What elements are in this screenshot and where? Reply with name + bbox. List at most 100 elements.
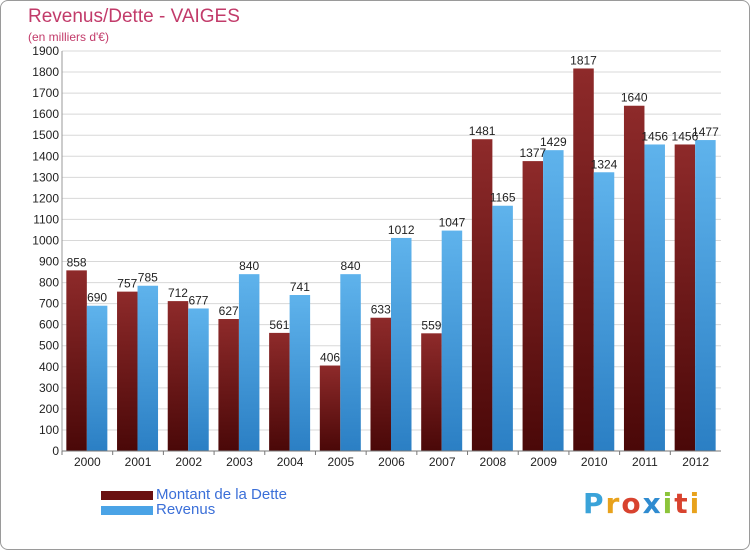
logo-letter: x	[642, 487, 663, 520]
y-tick-label: 1200	[32, 191, 59, 205]
y-tick-label: 200	[39, 402, 59, 416]
data-label-revenus: 840	[239, 259, 259, 273]
data-label-revenus: 1012	[388, 223, 415, 237]
bars-layer	[66, 68, 716, 452]
legend-label-dette: Montant de la Dette	[156, 486, 287, 503]
bar-revenus	[441, 230, 463, 451]
axis-layer: 0 100 200 300 400 500 600 700 800 900 1000 1100 1200…	[32, 44, 721, 469]
bar-dette	[623, 105, 645, 451]
chart-subtitle: (en milliers d'€)	[28, 30, 109, 44]
bar-revenus	[137, 285, 159, 451]
y-tick-label: 0	[52, 444, 59, 458]
y-tick-label: 1000	[32, 233, 59, 247]
data-label-revenus: 1456	[641, 129, 668, 143]
bar-dette	[218, 319, 239, 451]
bar-dette	[471, 139, 493, 452]
data-label-dette: 858	[67, 255, 87, 269]
data-label-revenus: 1429	[540, 135, 567, 149]
data-label-dette: 1456	[672, 129, 699, 143]
data-label-dette: 1817	[570, 53, 597, 67]
data-label-dette: 627	[219, 304, 239, 318]
data-label-dette: 712	[168, 286, 188, 300]
data-label-revenus: 741	[290, 280, 310, 294]
data-label-revenus: 1324	[591, 157, 618, 171]
y-tick-label: 1600	[32, 107, 59, 121]
data-label-dette: 406	[320, 351, 340, 365]
data-label-revenus: 785	[138, 271, 158, 285]
x-tick-label: 2005	[327, 455, 354, 469]
data-label-dette: 1377	[519, 146, 546, 160]
bar-revenus	[593, 172, 615, 451]
y-tick-label: 500	[39, 339, 59, 353]
bar-revenus	[86, 305, 108, 451]
x-tick-label: 2006	[378, 455, 405, 469]
x-tick-label: 2002	[175, 455, 202, 469]
logo-letter: P	[583, 487, 606, 520]
y-tick-label: 1300	[32, 170, 59, 184]
bar-dette	[66, 270, 87, 451]
y-tick-label: 1800	[32, 65, 59, 79]
legend-swatch-revenus	[101, 506, 153, 515]
bar-dette	[573, 68, 594, 451]
x-tick-label: 2007	[429, 455, 456, 469]
data-label-revenus: 840	[341, 259, 361, 273]
x-tick-label: 2003	[226, 455, 253, 469]
data-label-dette: 1481	[469, 124, 496, 138]
data-label-revenus: 1047	[439, 216, 466, 230]
bar-dette	[167, 301, 189, 451]
x-tick-label: 2001	[125, 455, 152, 469]
data-label-revenus: 1165	[490, 191, 516, 205]
logo-letter: i	[662, 487, 675, 520]
logo-letter: o	[621, 487, 643, 520]
x-tick-label: 2010	[581, 455, 608, 469]
data-label-dette: 1640	[621, 91, 648, 105]
bar-revenus	[391, 237, 412, 451]
bar-dette	[319, 365, 341, 451]
y-tick-label: 900	[39, 255, 59, 269]
bar-dette	[370, 317, 391, 451]
y-tick-label: 1100	[33, 212, 59, 226]
legend-swatch-dette	[101, 491, 153, 500]
bar-revenus	[340, 274, 361, 451]
y-tick-label: 800	[39, 276, 59, 290]
data-label-dette: 559	[421, 318, 441, 332]
logo-letter: i	[689, 487, 702, 520]
y-tick-label: 1900	[32, 44, 59, 58]
data-label-dette: 561	[269, 318, 289, 332]
y-tick-label: 600	[39, 318, 59, 332]
bar-revenus	[644, 144, 665, 451]
y-tick-label: 1500	[32, 128, 59, 142]
bar-revenus	[289, 295, 311, 451]
bar-revenus	[695, 140, 716, 452]
y-tick-label: 1400	[32, 149, 59, 163]
bar-dette	[522, 161, 544, 451]
bar-dette	[269, 332, 290, 451]
y-tick-label: 400	[39, 360, 59, 374]
logo-letter: r	[605, 487, 622, 520]
bar-dette	[674, 144, 696, 451]
legend-label-revenus: Revenus	[156, 501, 216, 518]
bar-revenus	[188, 308, 209, 451]
x-tick-label: 2012	[682, 455, 709, 469]
chart-title: Revenus/Dette - VAIGES	[28, 6, 240, 27]
bar-dette	[421, 333, 442, 451]
data-label-revenus: 1477	[692, 125, 719, 139]
bar-revenus	[238, 274, 260, 451]
proxiti-logo: Proxiti	[583, 487, 701, 520]
x-tick-label: 2011	[632, 455, 658, 469]
y-tick-label: 1700	[32, 86, 59, 100]
x-tick-label: 2008	[480, 455, 507, 469]
data-label-dette: 757	[117, 277, 137, 291]
logo-letter: t	[674, 487, 690, 520]
x-tick-label: 2009	[530, 455, 557, 469]
y-tick-label: 100	[39, 423, 59, 437]
data-label-revenus: 690	[87, 291, 107, 305]
y-tick-label: 700	[39, 297, 59, 311]
x-tick-label: 2004	[277, 455, 304, 469]
bar-revenus	[492, 205, 513, 451]
x-tick-label: 2000	[74, 455, 101, 469]
data-label-revenus: 677	[188, 293, 208, 307]
